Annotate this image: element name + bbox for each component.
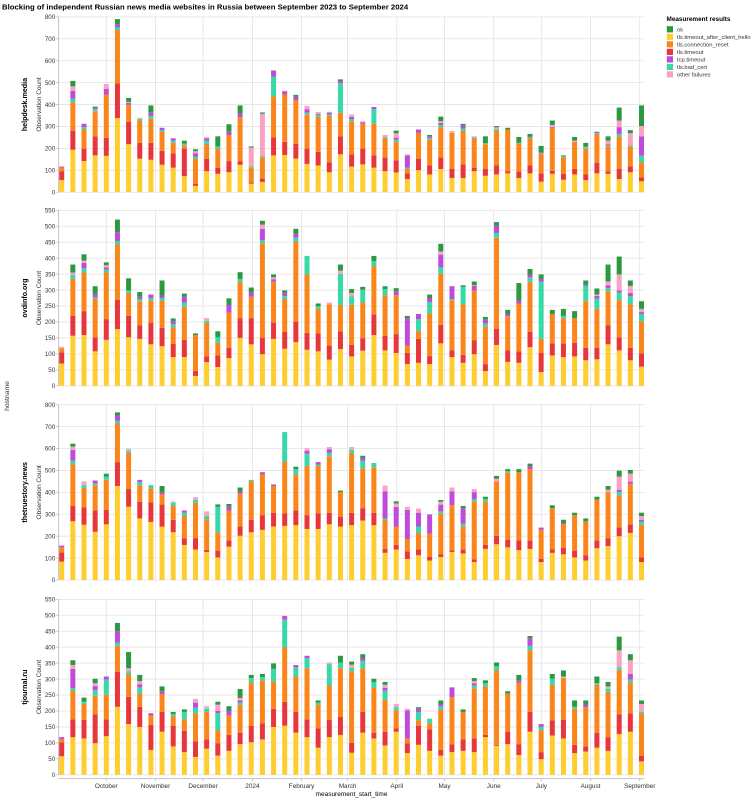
svg-text:200: 200: [45, 319, 56, 326]
svg-text:100: 100: [45, 555, 56, 562]
svg-text:June: June: [487, 783, 501, 790]
svg-text:April: April: [390, 783, 403, 790]
svg-text:800: 800: [45, 402, 56, 409]
svg-text:450: 450: [45, 239, 56, 246]
svg-text:300: 300: [45, 287, 56, 294]
svg-text:50: 50: [48, 756, 55, 763]
svg-text:300: 300: [45, 511, 56, 518]
svg-text:September: September: [624, 783, 656, 790]
svg-text:400: 400: [45, 102, 56, 109]
svg-text:550: 550: [45, 208, 56, 215]
svg-text:0: 0: [52, 577, 56, 584]
svg-text:tls.bad_cert: tls.bad_cert: [677, 65, 707, 71]
svg-text:400: 400: [45, 644, 56, 651]
svg-text:150: 150: [45, 335, 56, 342]
svg-text:Measurement results: Measurement results: [667, 16, 731, 23]
svg-text:0: 0: [52, 772, 56, 779]
svg-text:Observation Count: Observation Count: [36, 465, 43, 519]
svg-text:August: August: [581, 783, 601, 790]
svg-text:Observation Count: Observation Count: [36, 660, 43, 714]
svg-text:200: 200: [45, 533, 56, 540]
svg-text:500: 500: [45, 223, 56, 230]
svg-text:November: November: [141, 783, 171, 790]
svg-text:ok: ok: [677, 28, 683, 34]
svg-text:thetruestory.news: thetruestory.news: [21, 462, 29, 523]
svg-text:0: 0: [52, 189, 56, 196]
svg-text:measurement_start_time: measurement_start_time: [316, 791, 388, 798]
svg-text:200: 200: [45, 708, 56, 715]
svg-text:500: 500: [45, 80, 56, 87]
svg-text:July: July: [536, 783, 548, 790]
svg-text:ovdinfo.org: ovdinfo.org: [21, 279, 29, 318]
svg-text:100: 100: [45, 351, 56, 358]
svg-text:October: October: [95, 783, 119, 790]
svg-text:2024: 2024: [245, 783, 260, 790]
svg-text:tjournal.ru: tjournal.ru: [21, 670, 29, 705]
svg-text:150: 150: [45, 724, 56, 731]
svg-text:350: 350: [45, 660, 56, 667]
svg-text:350: 350: [45, 271, 56, 278]
svg-text:Blocking of independent Russia: Blocking of independent Russian news med…: [2, 3, 409, 12]
svg-text:tls.timeout_after_client_hello: tls.timeout_after_client_hello: [677, 35, 750, 41]
svg-text:Observation Count: Observation Count: [36, 271, 43, 325]
svg-text:250: 250: [45, 303, 56, 310]
svg-text:300: 300: [45, 124, 56, 131]
svg-text:0: 0: [52, 383, 56, 390]
svg-text:550: 550: [45, 597, 56, 604]
svg-text:May: May: [438, 783, 451, 790]
svg-text:600: 600: [45, 58, 56, 65]
svg-text:tls.connection_reset: tls.connection_reset: [677, 43, 729, 49]
svg-text:March: March: [339, 783, 357, 790]
svg-text:400: 400: [45, 490, 56, 497]
svg-text:tls.timeout: tls.timeout: [677, 50, 704, 56]
svg-text:450: 450: [45, 628, 56, 635]
svg-text:400: 400: [45, 255, 56, 262]
svg-text:700: 700: [45, 424, 56, 431]
svg-text:700: 700: [45, 36, 56, 43]
svg-text:300: 300: [45, 676, 56, 683]
svg-text:600: 600: [45, 446, 56, 453]
svg-text:other failures: other failures: [677, 73, 711, 79]
svg-text:250: 250: [45, 692, 56, 699]
svg-text:December: December: [188, 783, 218, 790]
svg-text:hostname: hostname: [4, 381, 11, 411]
svg-text:800: 800: [45, 14, 56, 21]
svg-text:100: 100: [45, 740, 56, 747]
svg-text:200: 200: [45, 146, 56, 153]
svg-text:tcp.timeout: tcp.timeout: [677, 58, 706, 64]
svg-text:February: February: [289, 783, 315, 790]
svg-text:Observation Count: Observation Count: [36, 77, 43, 131]
svg-text:500: 500: [45, 612, 56, 619]
svg-text:100: 100: [45, 167, 56, 174]
svg-text:helpdesk.media: helpdesk.media: [21, 78, 29, 131]
svg-text:50: 50: [48, 367, 55, 374]
svg-text:500: 500: [45, 468, 56, 475]
